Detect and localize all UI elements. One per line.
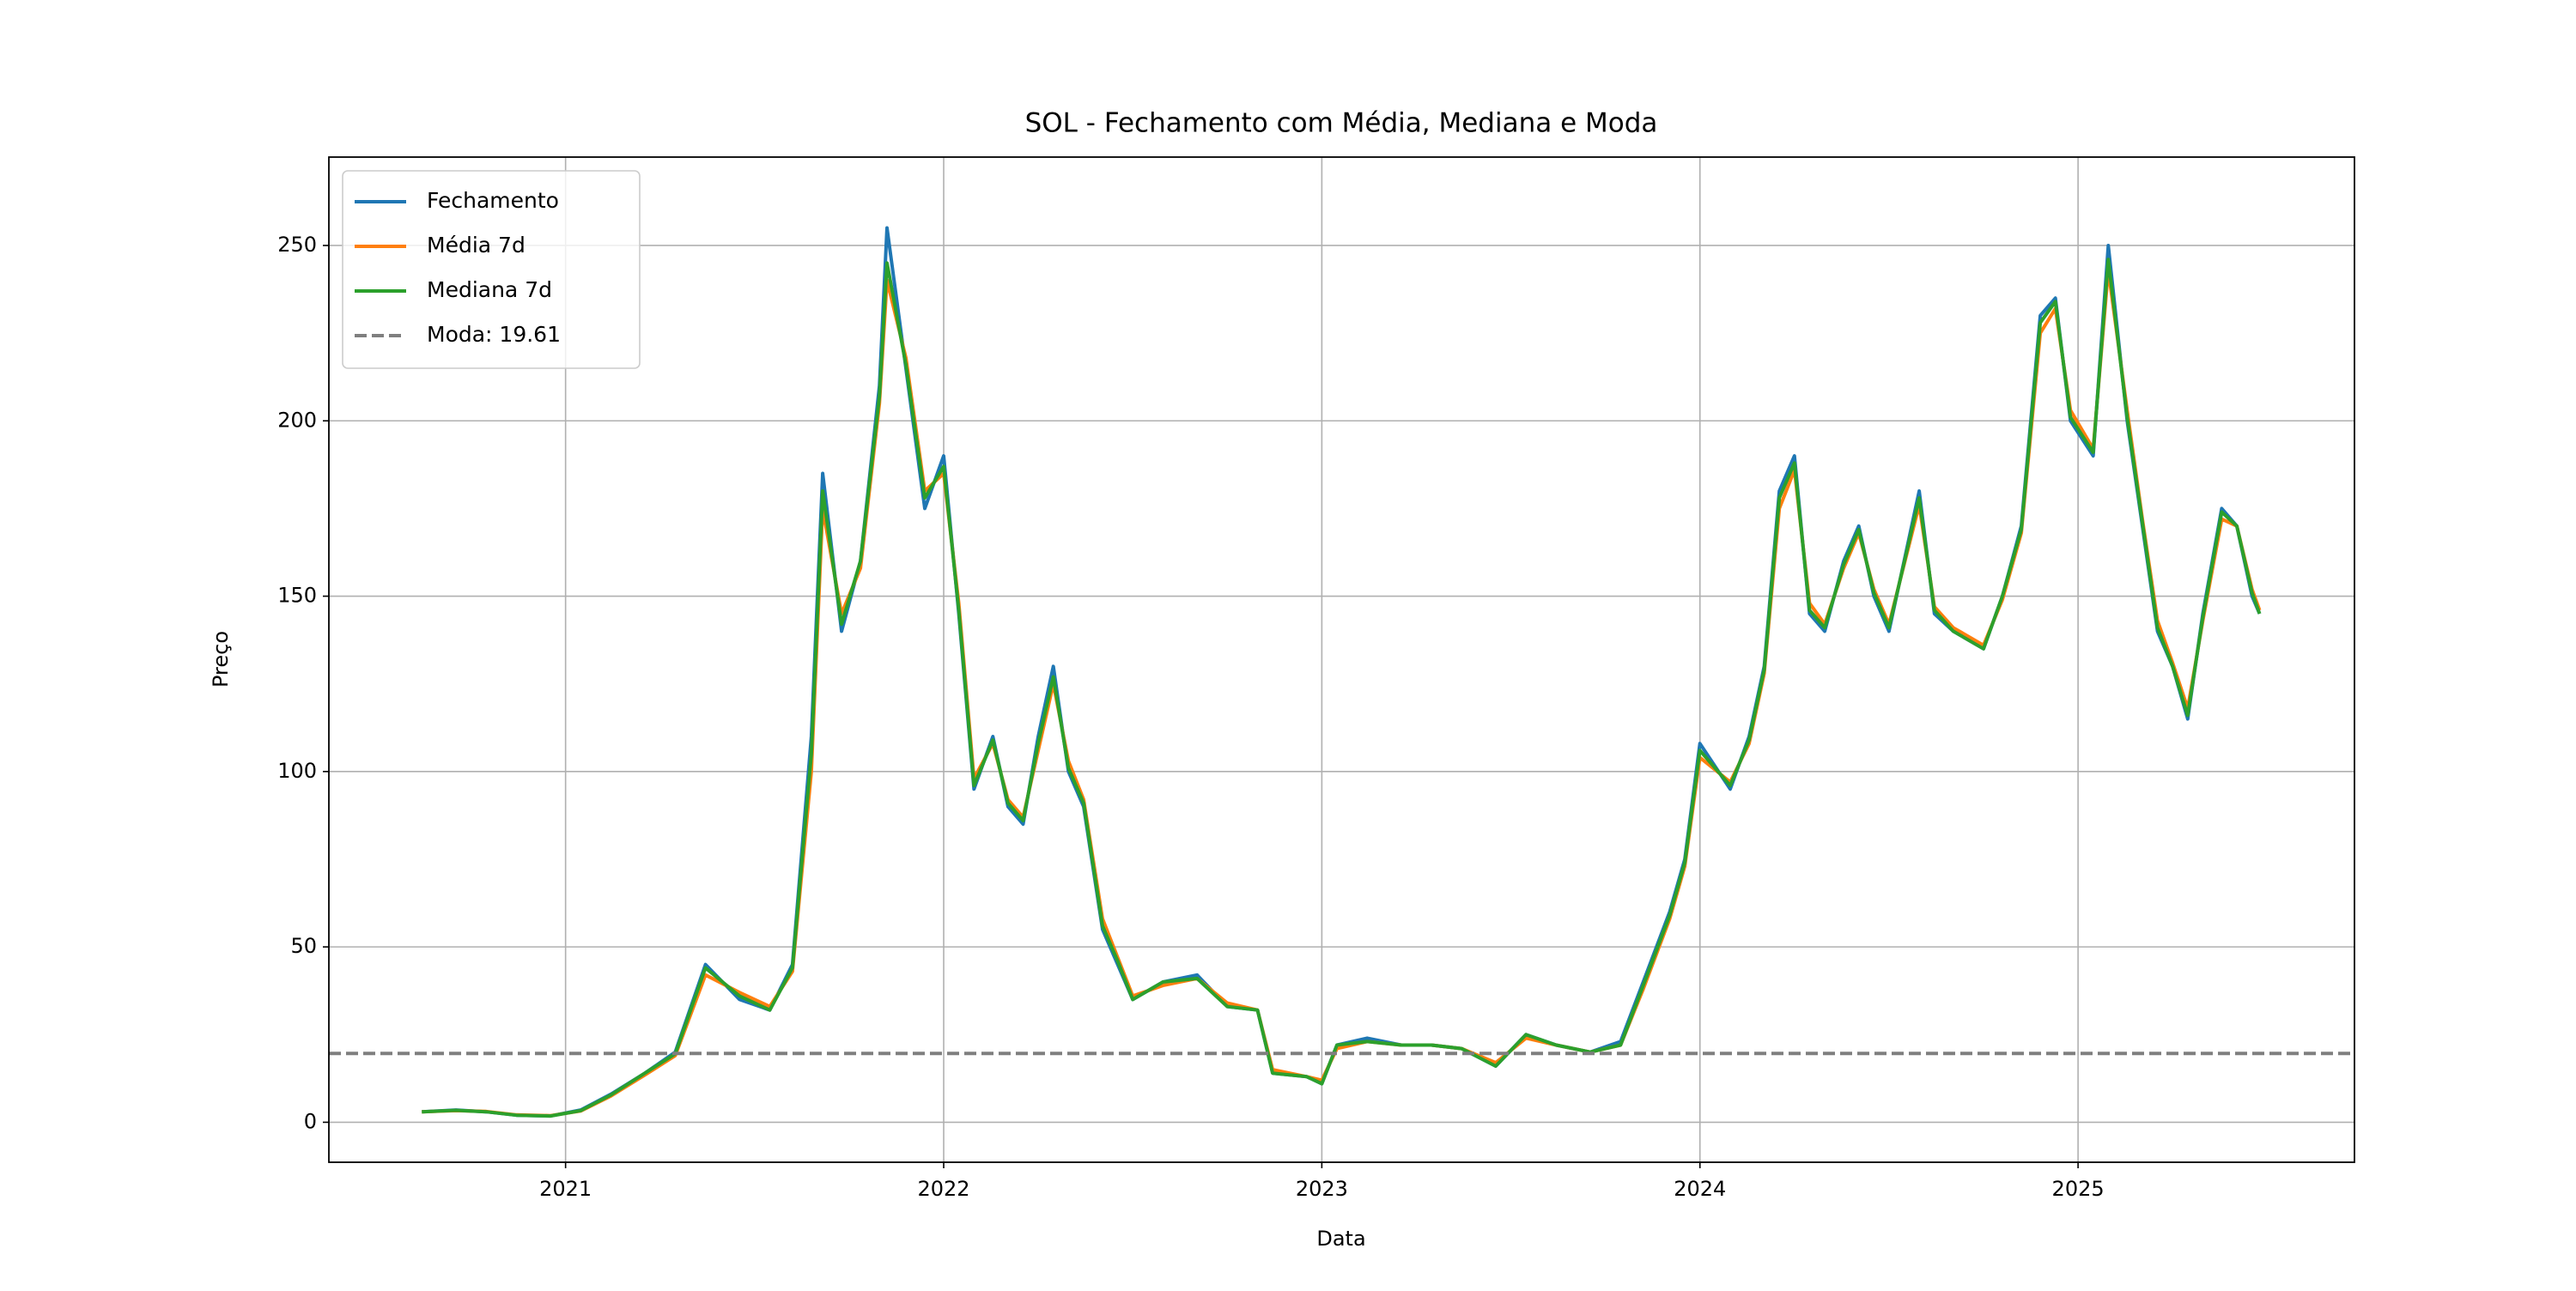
chart-title: SOL - Fechamento com Média, Mediana e Mo… (1025, 108, 1658, 139)
legend-label: Mediana 7d (427, 277, 552, 302)
x-tick-label: 2023 (1296, 1177, 1348, 1201)
y-axis-label: Preço (209, 631, 233, 688)
x-axis-label: Data (1316, 1227, 1365, 1251)
plot-frame (328, 156, 2355, 1163)
series-line (422, 258, 2262, 1118)
legend-label: Média 7d (427, 233, 526, 258)
y-tick-label: 0 (304, 1109, 317, 1133)
legend-box (342, 170, 641, 369)
x-tick-label: 2025 (2052, 1177, 2105, 1201)
x-tick-label: 2021 (539, 1177, 592, 1201)
y-tick-label: 50 (290, 934, 317, 958)
y-tick-label: 100 (277, 759, 317, 783)
legend-label: Moda: 19.61 (427, 322, 561, 347)
x-tick-label: 2022 (917, 1177, 969, 1201)
y-tick-label: 150 (277, 584, 317, 608)
x-tick-label: 2024 (1674, 1177, 1726, 1201)
legend-label: Fechamento (427, 188, 559, 213)
y-tick-label: 200 (277, 408, 317, 432)
legend: Fechamento Média 7d Mediana 7d Moda: 19.61 (342, 170, 641, 369)
y-tick-label: 250 (277, 233, 317, 257)
